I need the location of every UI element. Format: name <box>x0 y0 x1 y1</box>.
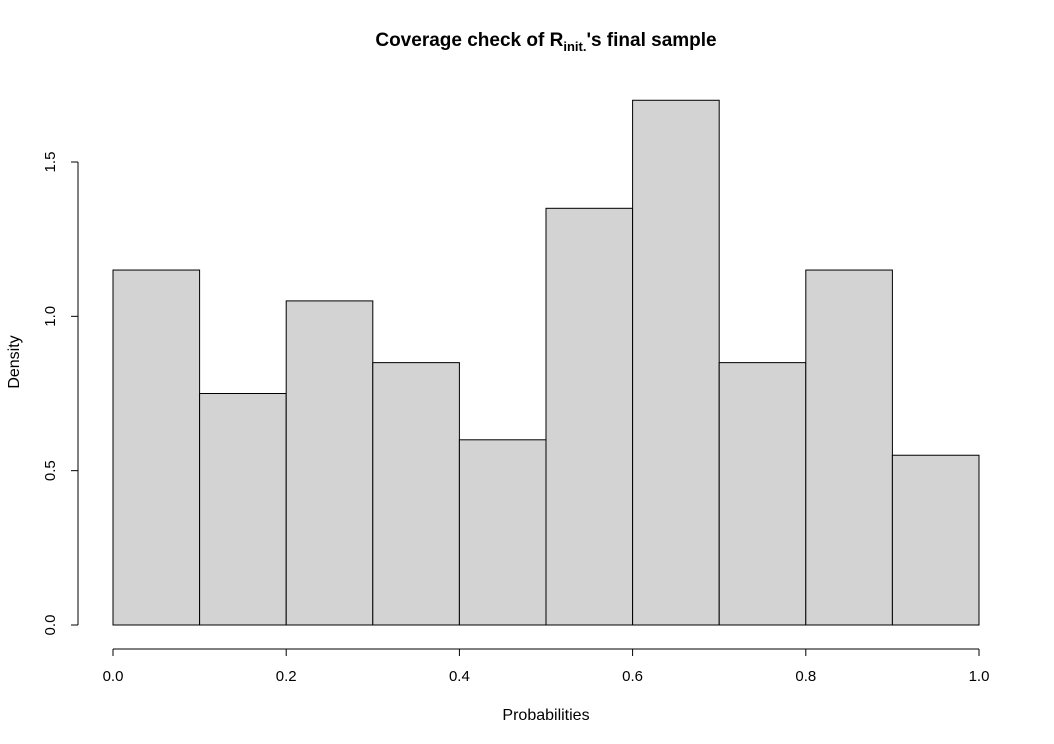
y-tick-label: 1.5 <box>42 152 59 173</box>
x-tick-label: 0.8 <box>795 668 816 685</box>
chart-title: Coverage check of Rinit.'s final sample <box>375 30 716 54</box>
histogram-bar-2 <box>199 393 287 626</box>
chart-title-suffix: 's final sample <box>586 30 716 51</box>
x-axis-label: Probabilities <box>502 707 589 724</box>
x-tick-label: 0.6 <box>622 668 643 685</box>
y-tick-label: 0.0 <box>42 615 59 636</box>
histogram-bar-10 <box>891 454 980 626</box>
histogram-bar-1 <box>112 269 201 626</box>
x-tick-label: 0.4 <box>449 668 470 685</box>
y-axis: 0.0 0.5 1.0 1.5 <box>42 152 79 636</box>
histogram-bar-8 <box>718 362 807 626</box>
chart-title-subscript: init. <box>563 39 586 54</box>
chart-title-prefix: Coverage check of R <box>375 30 563 51</box>
bars-group <box>112 99 980 626</box>
x-axis: 0.0 0.2 0.4 0.6 0.8 1.0 <box>103 648 990 685</box>
x-tick-label: 1.0 <box>969 668 990 685</box>
histogram-bar-4 <box>372 362 460 626</box>
x-tick-label: 0.2 <box>276 668 297 685</box>
x-tick-label: 0.0 <box>103 668 124 685</box>
histogram-bar-3 <box>285 300 374 626</box>
y-axis-label: Density <box>6 335 23 388</box>
y-tick-label: 0.5 <box>42 460 59 481</box>
y-tick-label: 1.0 <box>42 306 59 327</box>
histogram-bar-9 <box>805 269 893 626</box>
histogram-bar-5 <box>458 439 547 626</box>
histogram-bar-7 <box>632 99 720 626</box>
histogram-bar-6 <box>545 207 634 626</box>
